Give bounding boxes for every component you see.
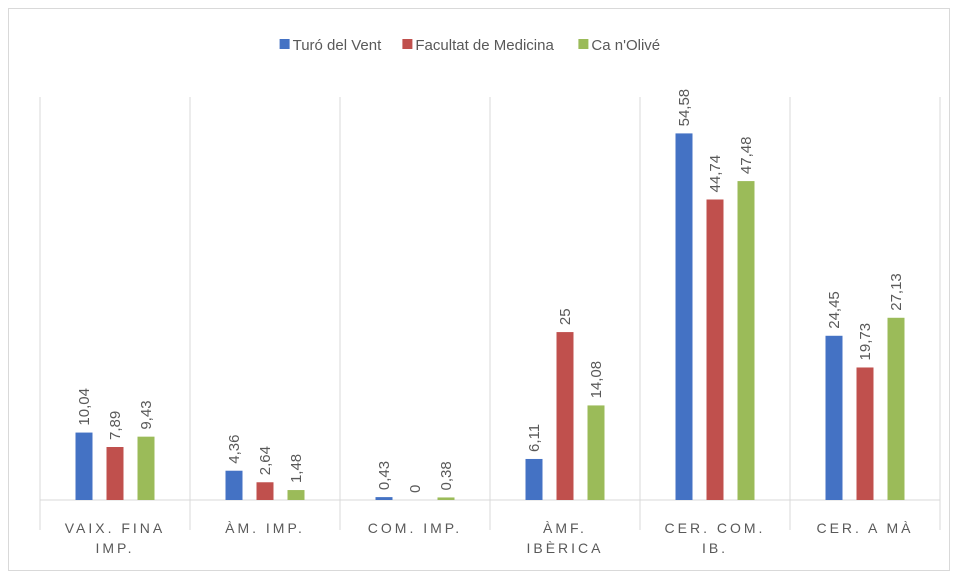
- bar: [675, 133, 693, 500]
- bar: [825, 335, 843, 500]
- value-label: 9,43: [138, 400, 155, 429]
- bar: [225, 470, 243, 500]
- bar: [887, 317, 905, 500]
- x-tick-label: ÀM. IMP.: [225, 520, 305, 536]
- frame: [8, 8, 950, 571]
- bar: [706, 199, 724, 500]
- bar: [856, 367, 874, 500]
- value-label: 6,11: [526, 424, 543, 452]
- value-label: 19,73: [857, 323, 874, 361]
- value-label: 14,08: [588, 361, 605, 399]
- value-label: 7,89: [107, 411, 124, 440]
- value-label: 44,74: [707, 155, 724, 193]
- value-label: 25: [557, 308, 574, 325]
- bar: [75, 432, 93, 500]
- legend-swatch: [402, 39, 413, 49]
- bar: [587, 405, 605, 500]
- value-label: 54,58: [676, 89, 693, 127]
- bar: [737, 181, 755, 501]
- value-label: 1,48: [288, 454, 305, 483]
- x-tick-label: COM. IMP.: [367, 520, 463, 536]
- legend-swatch: [578, 39, 589, 49]
- x-tick-label: CER. A MÀ: [816, 520, 914, 536]
- value-label: 10,04: [76, 388, 93, 426]
- legend-label: Ca n'Olivé: [591, 37, 660, 54]
- value-label: 0,43: [376, 461, 393, 490]
- bar: [437, 497, 455, 500]
- x-tick-label: ÀMF. IBÈRICA: [526, 520, 604, 556]
- value-label: 47,48: [738, 137, 755, 175]
- bar: [106, 447, 124, 500]
- legend-label: Turó del Vent: [293, 37, 382, 54]
- value-label: 0,38: [438, 461, 455, 490]
- legend-swatch: [279, 39, 290, 49]
- bar: [287, 490, 305, 500]
- value-label: 24,45: [826, 291, 843, 329]
- bar: [256, 482, 274, 500]
- value-label: 0: [407, 485, 424, 493]
- bar: [556, 332, 574, 500]
- x-tick-label: CER. COM. IB.: [664, 520, 766, 556]
- bar: [525, 458, 543, 500]
- bar: [137, 436, 155, 500]
- x-tick-label: VAIX. FINA IMP.: [64, 520, 166, 556]
- value-label: 4,36: [226, 435, 243, 464]
- legend-label: Facultat de Medicina: [415, 37, 554, 54]
- value-label: 27,13: [888, 273, 905, 311]
- bar: [375, 497, 393, 500]
- value-label: 2,64: [257, 446, 274, 475]
